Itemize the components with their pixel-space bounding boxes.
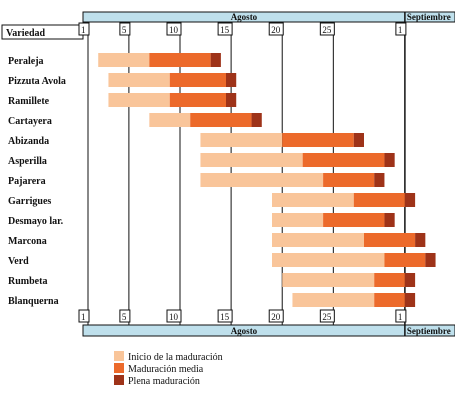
tick-box-bottom [119,309,131,323]
tick-box-top [166,22,182,36]
bar-plena [404,273,416,287]
bottom-september-label: Septiembre [407,326,451,336]
bar-inicio [149,113,191,127]
bar-media [169,93,226,107]
bar-inicio [200,173,324,187]
bar-plena [210,53,221,67]
bar-media [282,133,354,147]
bar-plena [226,93,237,107]
tick-label-top: 20 [271,25,281,35]
bottom-august-label: Agosto [231,326,258,336]
bar-inicio [272,253,385,267]
tick-box-top [319,22,335,36]
bottom-month-band [82,324,455,337]
tick-label-top: 5 [122,25,127,35]
legend-swatch [114,351,124,361]
tick-box-bottom [78,309,90,323]
tick-box-bottom [395,309,407,323]
variety-label: Marcona [8,236,47,247]
tick-label-bottom: 20 [271,312,281,322]
bar-inicio [98,53,150,67]
variety-label: Verd [8,256,29,267]
bar-media [190,113,252,127]
bar-inicio [282,273,375,287]
bar-media [302,153,385,167]
bar-inicio [292,293,375,307]
bar-inicio [272,213,324,227]
top-month-band [82,11,455,23]
bar-plena [374,173,385,187]
variety-label: Pajarera [8,176,46,187]
variety-label: Abizanda [8,136,49,147]
bar-media [364,233,416,247]
top-september-label: Septiembre [407,12,451,22]
bar-inicio [200,133,283,147]
bar-plena [404,293,416,307]
tick-box-bottom [268,309,284,323]
bar-media [374,273,405,287]
legend-swatch [114,363,124,373]
variety-labels-layer: Peraleja Pizzuta Avola Ramillete Cartayera A… [8,56,66,307]
top-august-label: Agosto [231,12,258,22]
tick-label-top: 1 [398,25,403,35]
bar-plena [353,133,364,147]
bar-plena [404,193,416,207]
bar-plena [384,213,395,227]
bars-layer [98,53,436,307]
tick-label-bottom: 1 [398,312,403,322]
variety-label: Desmayo lar. [8,216,64,227]
tick-label-top: 15 [220,25,230,35]
bar-plena [425,253,436,267]
tick-label-top: 25 [322,25,332,35]
tick-label-bottom: 10 [169,312,179,322]
bar-plena [226,73,237,87]
tick-label-bottom: 15 [220,312,230,322]
bar-inicio [272,193,354,207]
variety-label: Asperilla [8,156,47,167]
bar-plena [384,153,395,167]
bar-media [323,173,375,187]
tick-box-bottom [217,309,233,323]
bar-media [374,293,405,307]
bar-inicio [108,93,170,107]
bar-media [353,193,405,207]
tick-box-top [217,22,233,36]
legend-swatch [114,375,124,385]
tick-box-bottom [166,309,182,323]
tick-label-top: 10 [169,25,179,35]
tick-label-bottom: 5 [122,312,127,322]
variety-label: Pizzuta Avola [8,76,66,87]
tick-label-top: 1 [81,25,86,35]
tick-box-top [119,22,131,36]
bar-media [169,73,226,87]
variety-label: Ramillete [8,96,50,107]
variety-label: Blanquerna [8,296,59,307]
variety-label: Rumbeta [8,276,47,287]
bar-inicio [200,153,303,167]
tick-label-bottom: 25 [322,312,332,322]
bar-plena [251,113,262,127]
tick-label-bottom: 1 [81,312,86,322]
bar-inicio [272,233,364,247]
bar-media [323,213,385,227]
bar-media [149,53,211,67]
tick-box-bottom [319,309,335,323]
row-header-label: Variedad [6,28,46,39]
legend-label: Maduración media [128,364,204,375]
bar-inicio [108,73,170,87]
tick-box-top [268,22,284,36]
bar-plena [415,233,426,247]
tick-box-top [78,22,90,36]
variety-label: Cartayera [8,116,52,127]
variety-label: Garrigues [8,196,51,207]
variety-label: Peraleja [8,56,44,67]
bar-media [384,253,426,267]
legend-label: Inicio de la maduración [128,352,223,363]
legend-label: Plena maduración [128,376,200,387]
tick-box-top [395,22,407,36]
